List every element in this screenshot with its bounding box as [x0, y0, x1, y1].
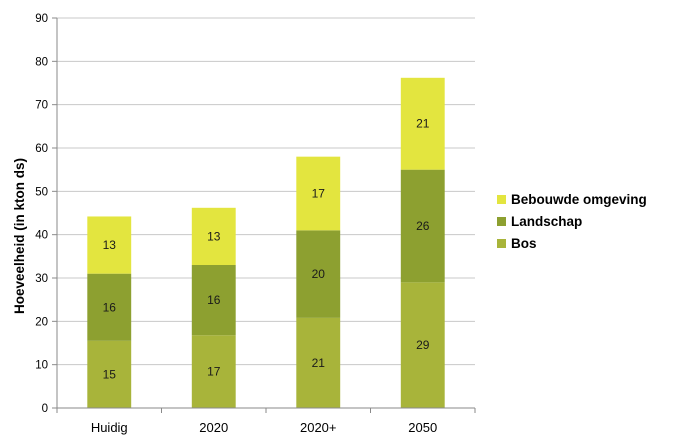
legend-swatch [497, 195, 506, 204]
x-category-label: 2020 [199, 420, 228, 435]
legend-swatch [497, 239, 506, 248]
y-tick-label: 40 [35, 230, 48, 242]
data-label: 21 [416, 117, 430, 131]
x-category-label: 2020+ [300, 420, 337, 435]
y-tick-label: 90 [35, 13, 48, 25]
legend-label: Bos [511, 236, 537, 251]
x-category-labels: Huidig 2020 2020+ 2050 [91, 420, 437, 435]
y-tick-label: 0 [42, 403, 48, 415]
y-axis-title: Hoeveelheid (in kton ds) [12, 158, 27, 314]
data-label: 17 [207, 365, 221, 379]
data-label: 26 [416, 219, 430, 233]
legend-swatch [497, 217, 506, 226]
legend-label: Landschap [511, 214, 582, 229]
y-tick-label: 50 [35, 186, 48, 198]
x-category-label: 2050 [408, 420, 437, 435]
y-tick-label: 20 [35, 316, 48, 328]
bar-segment [191, 265, 236, 336]
bar-segment [87, 273, 132, 341]
axes [52, 17, 476, 413]
y-tick-label: 30 [35, 273, 48, 285]
bar-segment [296, 317, 341, 408]
y-tick-label: 60 [35, 143, 48, 155]
data-label: 21 [312, 356, 326, 370]
legend-label: Bebouwde omgeving [511, 192, 647, 207]
data-label: 20 [312, 267, 326, 281]
bar-segment [296, 156, 341, 231]
bar-segment [191, 207, 236, 265]
y-tick-label: 80 [35, 56, 48, 68]
bar-segment [400, 282, 445, 408]
bar-segment [296, 230, 341, 318]
data-label: 13 [207, 229, 221, 243]
legend: Bebouwde omgeving Landschap Bos [497, 192, 647, 251]
bar-segment [87, 340, 132, 408]
data-label: 17 [312, 187, 326, 201]
bar-segment [87, 216, 132, 274]
data-label: 16 [207, 293, 221, 307]
bar-segment [400, 77, 445, 170]
y-tick-labels: 0 10 20 30 40 50 60 70 80 90 [35, 13, 48, 415]
data-label: 29 [416, 338, 430, 352]
bars: 15 16 13 17 16 13 21 20 17 29 26 21 [87, 77, 445, 408]
data-label: 16 [103, 300, 117, 314]
bar-segment [400, 169, 445, 283]
y-tick-label: 10 [35, 360, 48, 372]
data-label: 13 [103, 238, 117, 252]
data-label: 15 [103, 367, 117, 381]
y-tick-label: 70 [35, 100, 48, 112]
x-category-label: Huidig [91, 420, 128, 435]
bar-segment [191, 335, 236, 408]
